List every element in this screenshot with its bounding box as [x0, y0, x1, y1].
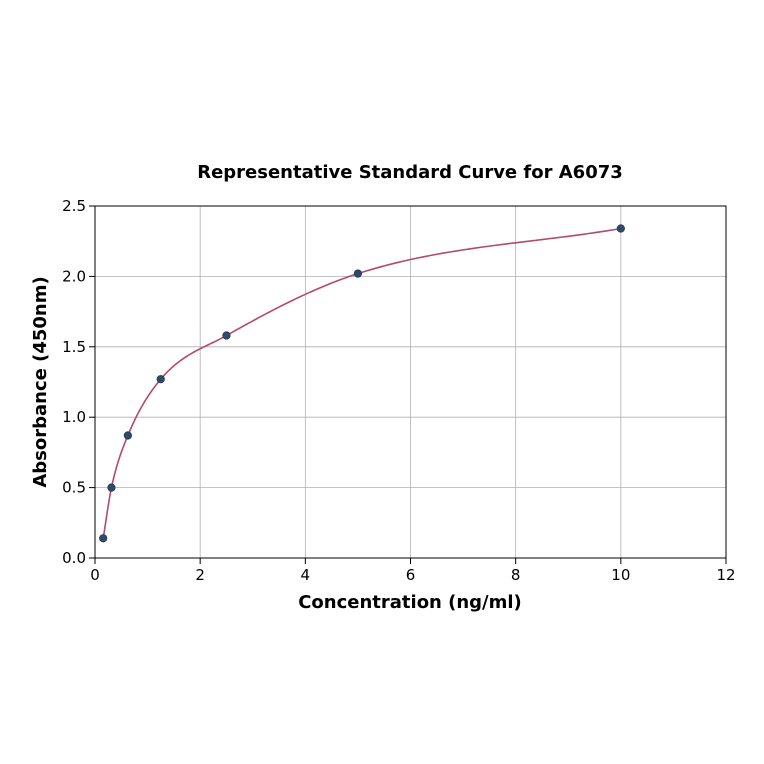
data-point — [107, 483, 116, 492]
y-tick-label: 0.0 — [62, 549, 86, 567]
y-tick-label: 2.0 — [62, 267, 86, 285]
y-tick-label: 0.5 — [62, 479, 86, 497]
y-tick-label: 1.5 — [62, 338, 86, 356]
data-point — [99, 534, 108, 543]
data-point — [222, 331, 231, 340]
data-point — [123, 431, 132, 440]
x-tick-label: 4 — [301, 566, 311, 584]
fit-curve-layer — [102, 227, 621, 539]
data-point — [616, 224, 625, 233]
x-tick-label: 10 — [611, 566, 630, 584]
data-points-layer — [99, 224, 625, 543]
y-axis-label: Absorbance (450nm) — [30, 276, 51, 487]
x-axis-label: Concentration (ng/ml) — [298, 592, 522, 613]
data-point — [353, 269, 363, 278]
x-tick-label: 8 — [511, 566, 521, 584]
data-point — [156, 375, 165, 384]
fit-curve — [102, 227, 621, 539]
y-axis-ticks: 0.0 0.5 1.0 1.5 2.0 2.5 — [62, 197, 95, 567]
chart-title: Representative Standard Curve for A6073 — [197, 162, 623, 183]
x-tick-label: 0 — [90, 566, 100, 584]
x-tick-label: 12 — [716, 566, 735, 584]
x-tick-label: 6 — [406, 566, 416, 584]
y-tick-label: 2.5 — [62, 197, 86, 215]
y-tick-label: 1.0 — [62, 408, 86, 426]
x-tick-label: 2 — [195, 566, 205, 584]
x-axis-ticks: 0 2 4 6 8 10 12 — [90, 558, 736, 584]
